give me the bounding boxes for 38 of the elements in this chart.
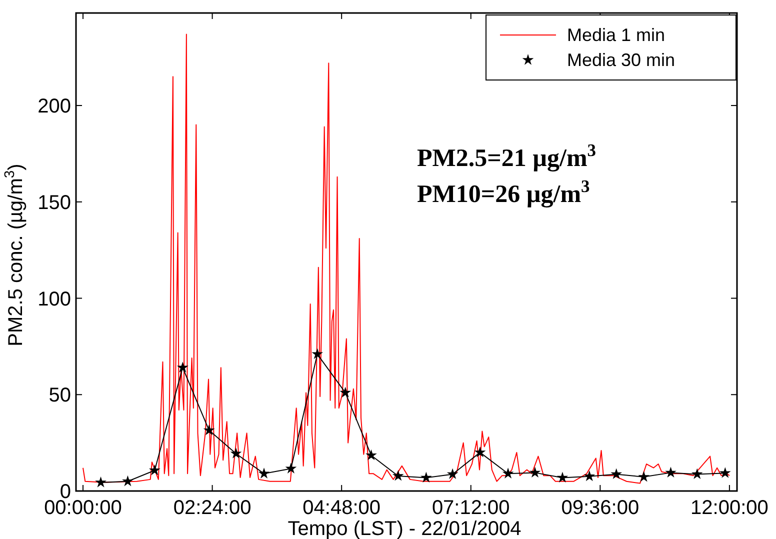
- y-tick-label: 50: [48, 384, 71, 407]
- point: [95, 476, 106, 488]
- point: [122, 475, 134, 486]
- x-tick-label: 12:00:00: [690, 497, 768, 519]
- y-tick-label: 150: [38, 192, 71, 214]
- x-tick-label: 09:36:00: [561, 497, 640, 519]
- point: [285, 462, 297, 474]
- point: [474, 446, 486, 458]
- legend-label: Media 30 min: [567, 50, 676, 70]
- point: [665, 466, 676, 478]
- point: [610, 468, 622, 480]
- legend-label: Media 1 min: [567, 25, 666, 45]
- annotation: PM10=26 µg/m$^{3}$: [417, 176, 590, 208]
- point: [529, 466, 541, 478]
- x-tick-label: 02:24:00: [173, 497, 252, 519]
- y-tick-label: 200: [38, 96, 71, 118]
- point: [638, 470, 650, 482]
- point: [420, 472, 432, 483]
- point: [719, 467, 731, 478]
- x-axis-title: Tempo (LST) - 22/01/2004: [288, 518, 522, 539]
- point: [446, 468, 458, 480]
- point: [556, 472, 568, 483]
- point: [340, 386, 352, 398]
- point: [584, 470, 596, 482]
- point: [691, 468, 703, 480]
- point: [203, 424, 215, 436]
- point: [176, 362, 188, 372]
- x-tick-label: 04:48:00: [302, 497, 381, 519]
- point: [258, 468, 270, 478]
- y-tick-label: 100: [38, 288, 71, 310]
- point: [366, 449, 377, 460]
- x-tick-label: 07:12:00: [432, 497, 510, 519]
- point: [230, 448, 242, 458]
- point: [312, 348, 324, 359]
- annotation: PM2.5=21 µg/m$^{3}$: [417, 140, 596, 172]
- point: [148, 464, 160, 476]
- point: [502, 468, 514, 478]
- point: [392, 470, 404, 481]
